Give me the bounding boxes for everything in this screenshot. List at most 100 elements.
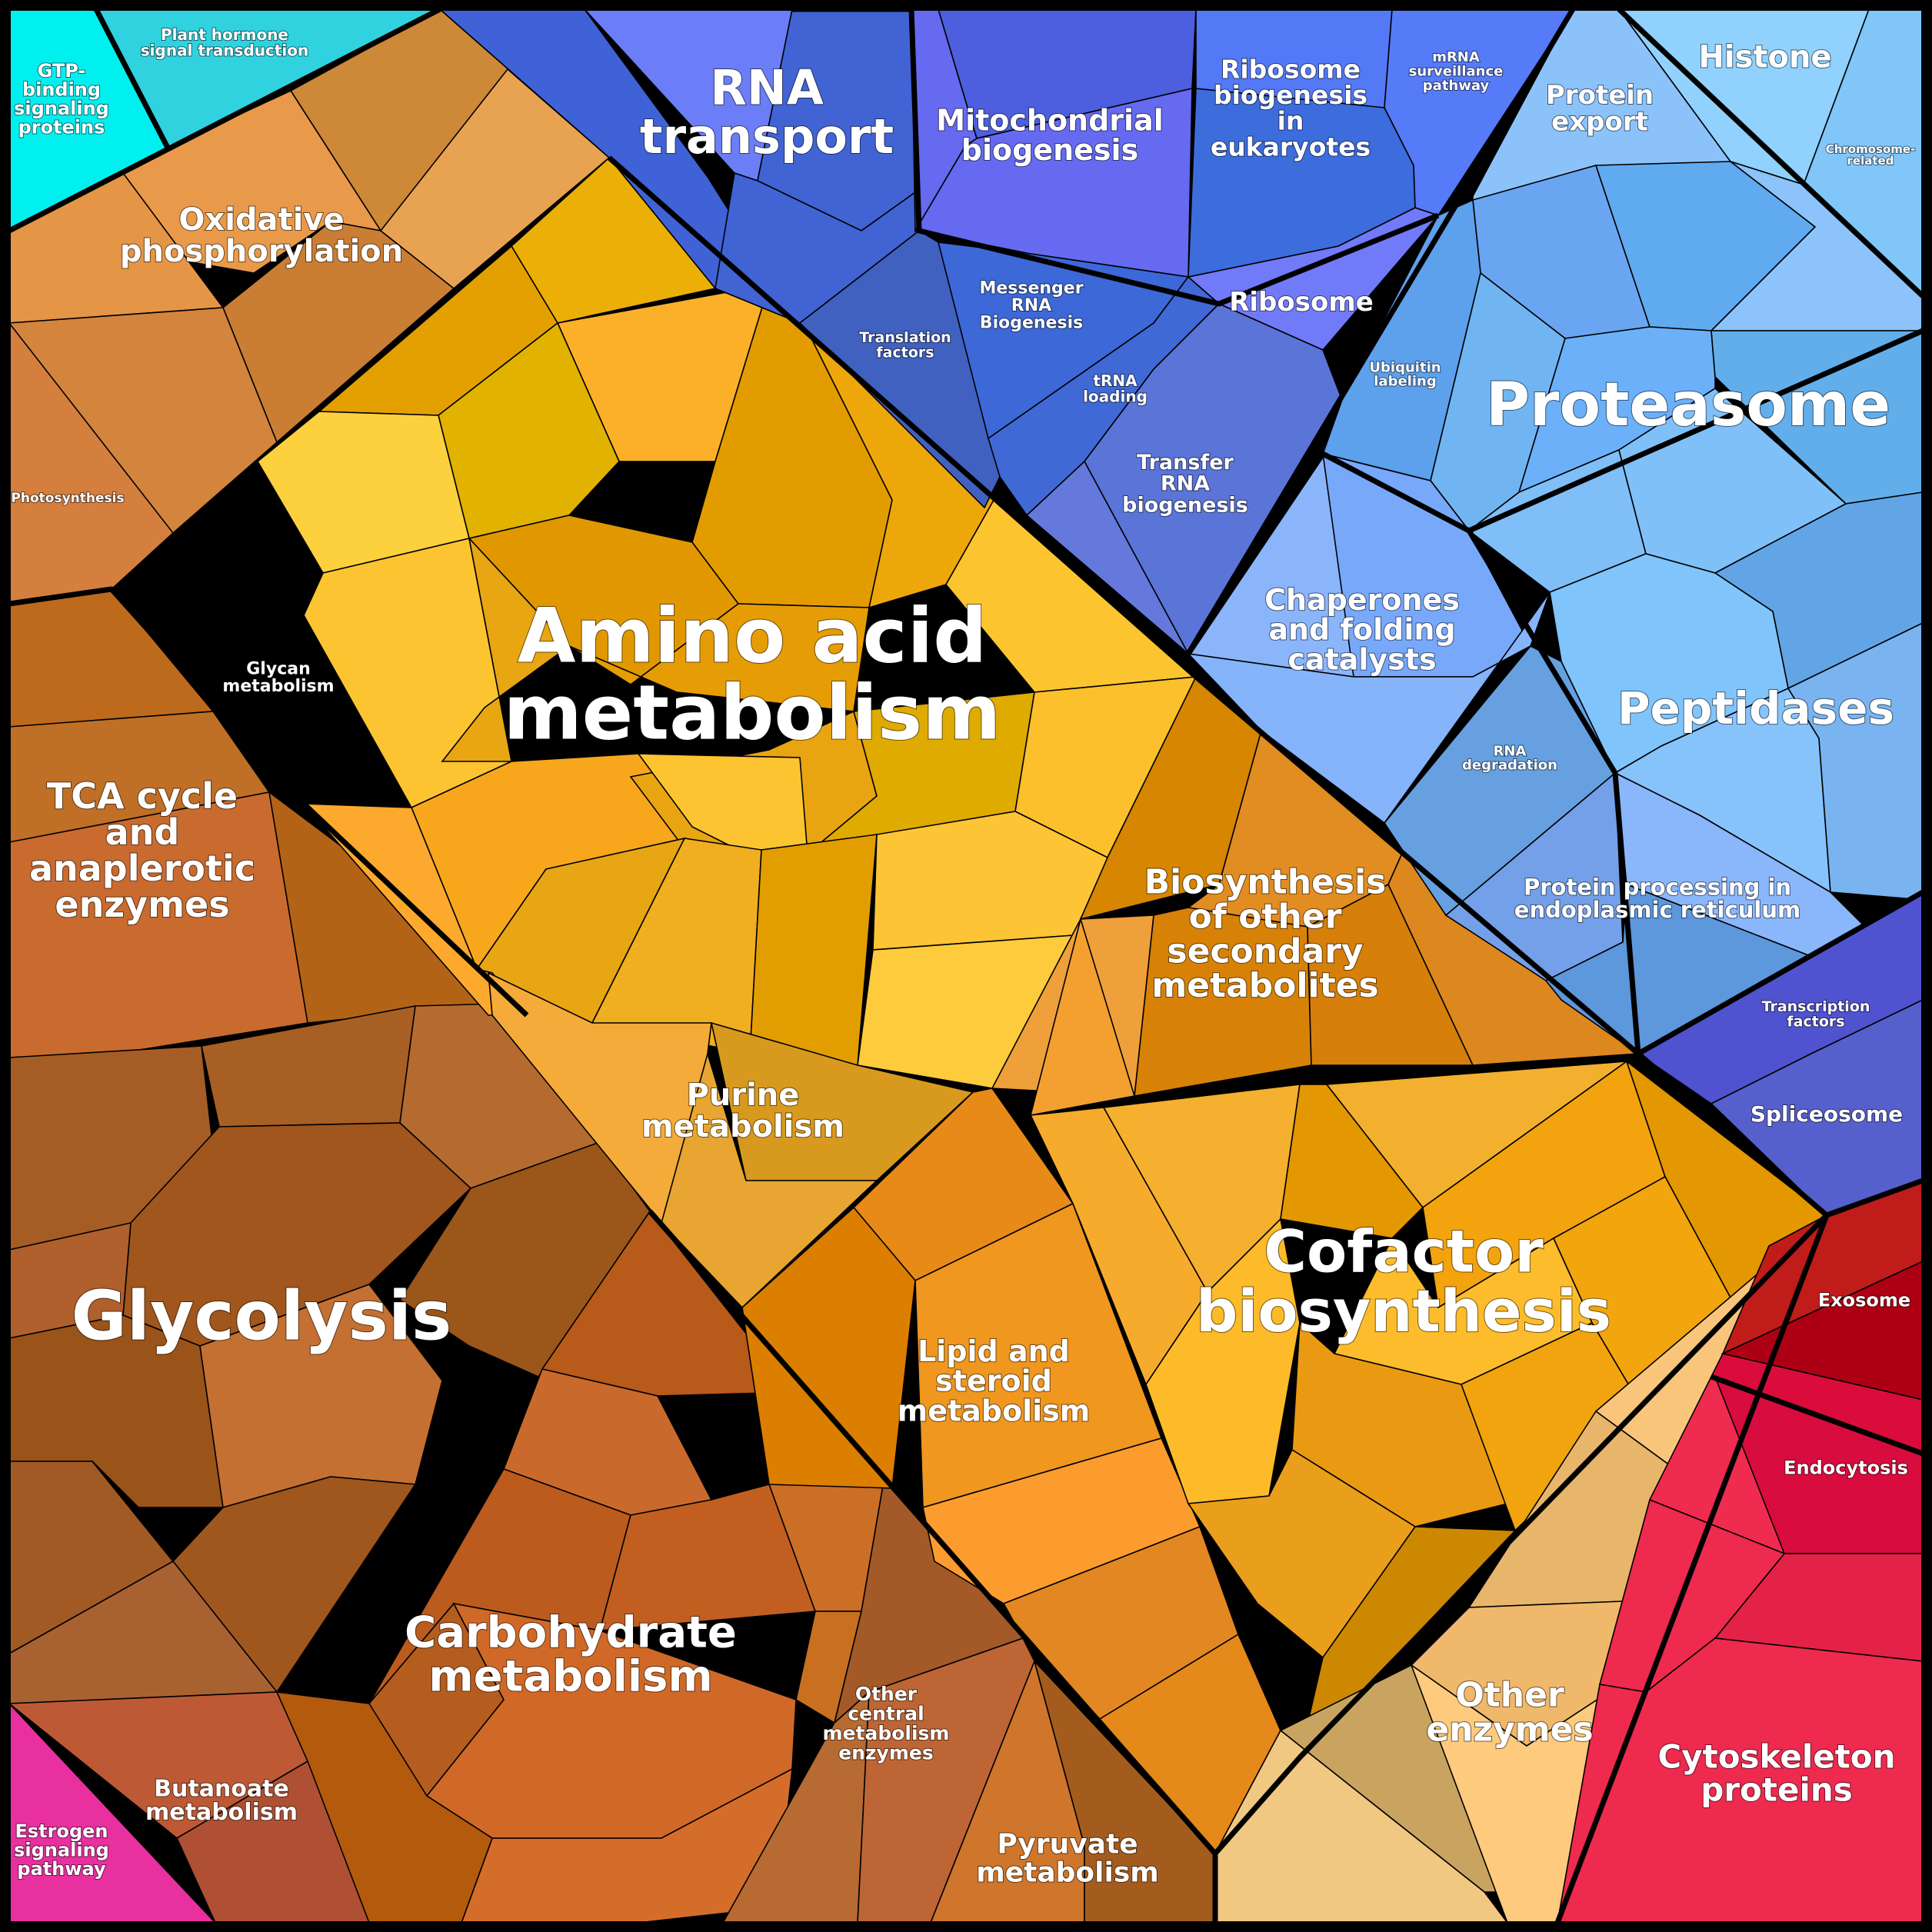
cell-amino-acid[interactable] [568,603,870,712]
label-line: Biosynthesis [1144,863,1387,902]
group-border-line [607,155,1198,679]
label-line: secondary [1167,931,1363,971]
label-line: central [848,1702,924,1724]
label-line: metabolism [641,1109,844,1144]
group-border-line [1637,889,1924,1057]
label-line: signal transduction [141,41,309,59]
label-line: in [1277,106,1304,136]
label-butanoate: Butanoate metabolism [145,1776,298,1827]
label-rna-degradation: RNA degradation [1462,743,1557,773]
label-ribosome: Ribosome [1229,287,1374,318]
label-line: Chromosome- [1826,142,1916,156]
label-pyruvate: Pyruvate metabolism [976,1829,1159,1889]
label-line: Glycan [246,660,311,679]
label-line: of other [1189,897,1342,936]
group-border-line [1467,328,1924,534]
label-line: pathway [1423,78,1490,94]
cell-secondary-lipid-cofactor[interactable] [1280,1084,1424,1239]
label-spliceosome: Spliceosome [1750,1101,1903,1127]
label-line: biogenesis [1122,493,1248,517]
label-line: RNA [710,60,824,116]
label-line: and [105,811,180,853]
label-line: signaling [14,98,109,119]
cell-secondary-lipid-cofactor[interactable] [1029,917,1136,1117]
label-other-enzymes: Other enzymes [1426,1675,1593,1749]
label-line: Translation [859,329,951,346]
label-endocytosis: Endocytosis [1784,1457,1908,1479]
label-line: Protein processing in [1524,874,1791,901]
label-oxphos: Oxidative phosphorylation [120,202,403,269]
label-line: enzymes [838,1741,934,1764]
label-line: metabolites [1151,966,1378,1005]
cell-genetic-info[interactable] [1025,460,1189,655]
label-line: tRNA [1093,371,1138,390]
label-line: proteins [18,116,105,138]
label-line: Carbohydrate [405,1608,737,1658]
cell-secondary-lipid-cofactor[interactable] [741,1206,916,1489]
label-cofactor: Cofactor biosynthesis [1196,1217,1611,1346]
label-line: biogenesis [961,133,1138,167]
label-line: Histone [1698,39,1831,75]
label-line: metabolism [145,1799,298,1826]
cell-energy[interactable] [222,221,455,444]
label-line: GTP- [38,60,86,82]
label-line: Messenger [979,278,1083,298]
label-line: RNA [1011,296,1051,315]
label-line: Plant hormone [161,25,288,44]
label-line: enzymes [55,884,229,925]
cell-amino-acid[interactable] [749,834,878,1066]
label-line: Protein [1546,80,1654,111]
label-ribo-bio: Ribosome biogenesis in eukaryotes [1211,54,1371,162]
cell-amino-acid[interactable] [710,1021,974,1181]
label-other-central: Other central metabolism enzymes [823,1683,950,1764]
label-line: factors [1787,1014,1844,1031]
label-line: TCA cycle [47,775,238,817]
label-line: Chaperones [1264,583,1460,617]
cell-amino-acid[interactable] [441,536,571,762]
label-exosome: Exosome [1818,1290,1910,1311]
group-border-line [1194,675,1830,1924]
label-line: Transfer [1137,451,1234,475]
label-line: Spliceosome [1750,1101,1903,1127]
cell-folding-sorting-degradation[interactable] [1787,621,1924,901]
group-border-line [1710,1374,1924,1457]
label-line: Glycolysis [72,1277,452,1356]
label-photosynthesis: Photosynthesis [11,491,124,506]
group-cellular-processes [1557,1179,1924,1924]
group-border-line [93,8,171,149]
label-line: steroid [935,1364,1052,1398]
label-line: Transcription [1762,998,1870,1015]
label-line: Butanoate [154,1776,289,1803]
label-line: Ribosome [1229,287,1374,318]
cell-amino-acid[interactable] [661,1051,879,1309]
group-genetic-info [438,8,1574,655]
label-line: transport [640,108,894,165]
label-glycolysis: Glycolysis [72,1277,452,1356]
label-line: and folding [1268,613,1455,647]
group-border-line [1825,1178,1924,1218]
cell-folding-sorting-degradation[interactable] [1186,591,1551,824]
label-line: anaplerotic [29,848,255,889]
label-proteasome: Proteasome [1486,371,1890,440]
label-line: endoplasmic reticulum [1514,897,1800,923]
label-line: RNA [1161,472,1210,496]
group-secondary-lipid-cofactor [741,675,1828,1855]
label-line: phosphorylation [120,234,403,269]
label-cytoskeleton: Cytoskeleton proteins [1657,1738,1895,1809]
label-translation: Translation factors [859,329,951,361]
label-plant-hormone: Plant hormone signal transduction [141,25,309,59]
label-line: metabolism [898,1394,1091,1427]
label-mrna-surv: mRNA surveillance pathway [1409,49,1504,94]
label-secondary: Biosynthesis of other secondary metabolites [1144,863,1387,1006]
label-line: Peptidases [1617,682,1894,734]
label-messenger: Messenger RNA Biogenesis [979,278,1083,332]
label-line: Lipid and [918,1334,1070,1368]
group-border-line [1617,7,1925,298]
cell-secondary-lipid-cofactor[interactable] [1134,907,1312,1097]
label-line: binding [22,78,101,100]
label-line: biosynthesis [1196,1277,1611,1345]
label-line: biogenesis [1214,80,1367,110]
label-line: labeling [1374,374,1436,390]
